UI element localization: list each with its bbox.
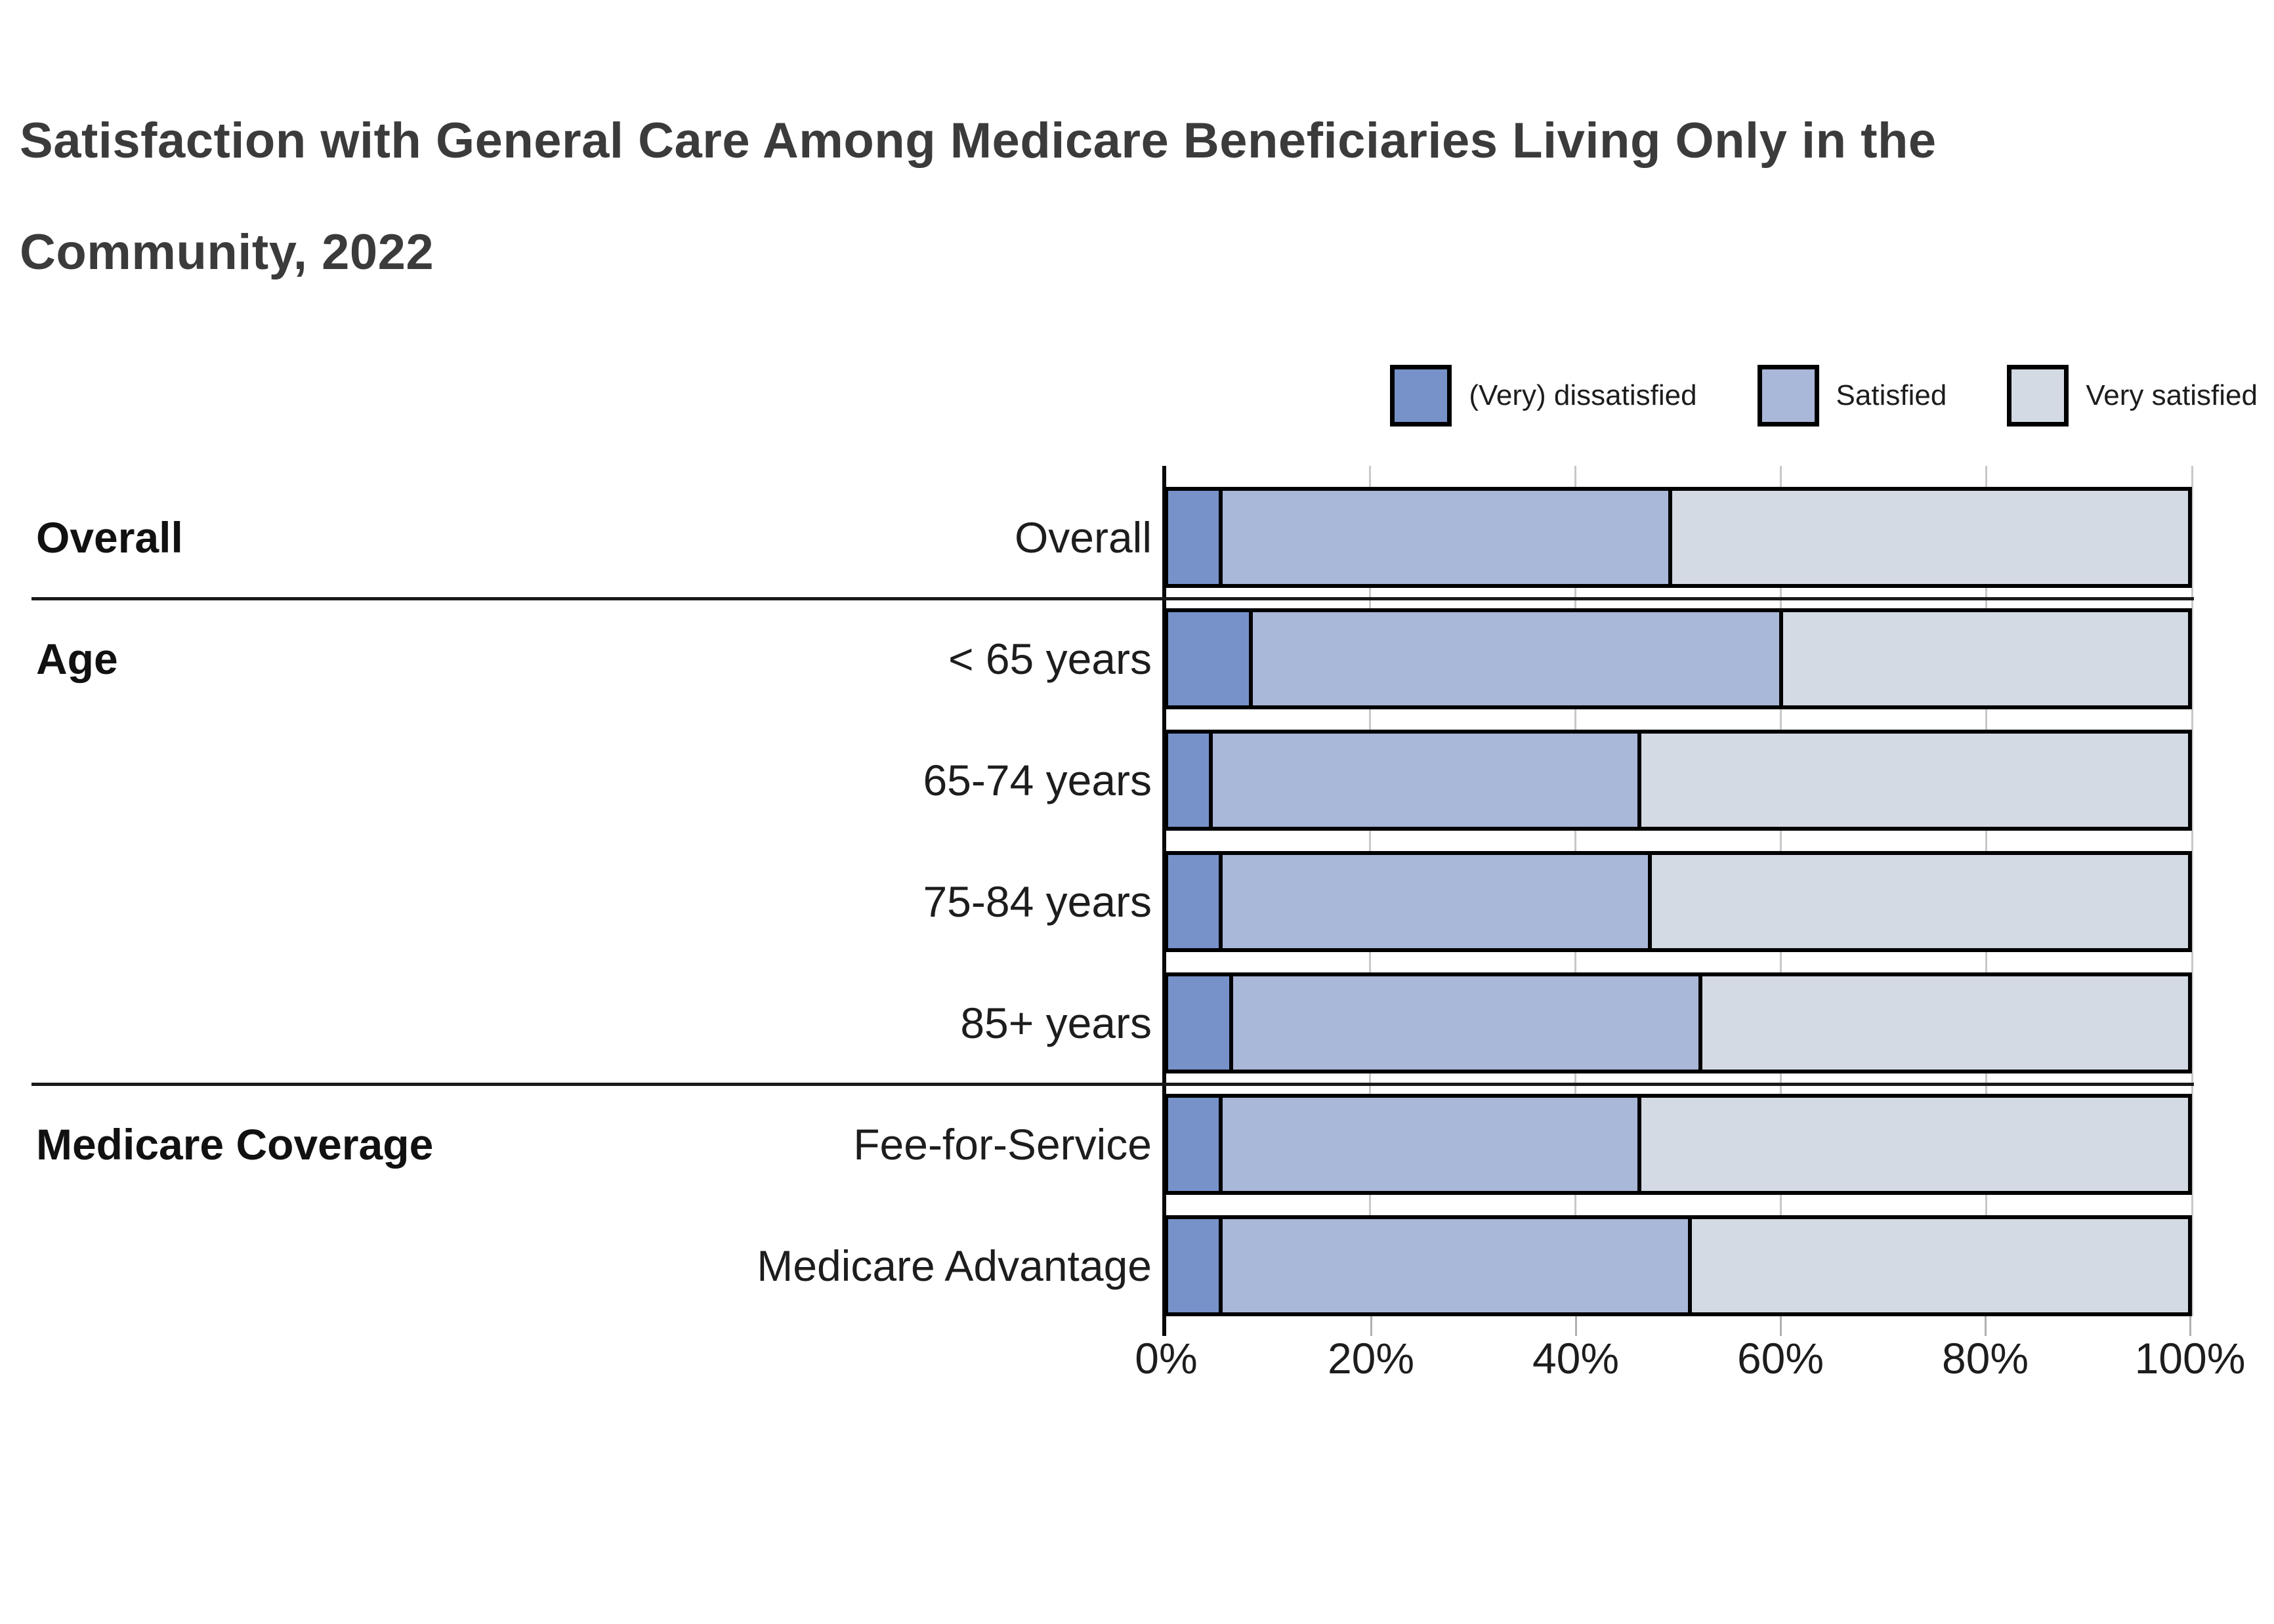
row-label: Medicare Advantage bbox=[757, 1241, 1152, 1290]
bar-overall bbox=[1164, 487, 2192, 588]
x-axis-tick-label: 20% bbox=[1327, 1334, 1415, 1383]
x-axis-tick bbox=[1574, 1316, 1577, 1336]
x-axis-tick bbox=[1779, 1316, 1782, 1336]
group-divider bbox=[32, 1083, 2194, 1086]
legend-label: Satisfied bbox=[1836, 379, 1947, 411]
x-axis-tick-label: 60% bbox=[1737, 1334, 1824, 1383]
chart-title: Satisfaction with General Care Among Med… bbox=[20, 85, 2251, 308]
chart-title-line1: Satisfaction with General Care Among Med… bbox=[20, 113, 1937, 169]
x-axis-tick-label: 100% bbox=[2134, 1334, 2246, 1383]
legend-swatch-icon bbox=[1757, 365, 1819, 427]
legend-label: (Very) dissatisfied bbox=[1469, 379, 1697, 411]
row-label: Fee-for-Service bbox=[853, 1120, 1152, 1169]
row-label: 85+ years bbox=[960, 999, 1152, 1047]
legend-swatch-icon bbox=[1390, 365, 1452, 427]
x-axis-tick-label: 0% bbox=[1135, 1334, 1198, 1383]
bar-65-74-years bbox=[1164, 730, 2192, 831]
bar-segment-satisfied bbox=[1219, 855, 1648, 948]
bar-segment-very-satisfied bbox=[1637, 734, 2189, 827]
bar--65-years bbox=[1164, 608, 2192, 709]
bar-segment-satisfied bbox=[1219, 491, 1668, 584]
plot-area bbox=[1164, 466, 2193, 1316]
bar-segment-satisfied bbox=[1249, 612, 1780, 705]
bar-segment--very-dissatisfied bbox=[1168, 855, 1219, 948]
bar-segment-very-satisfied bbox=[1688, 1219, 2188, 1312]
bar-segment--very-dissatisfied bbox=[1168, 491, 1219, 584]
legend-item-3: Very satisfied bbox=[2007, 365, 2258, 427]
bar-segment--very-dissatisfied bbox=[1168, 1219, 1219, 1312]
chart-title-line2: Community, 2022 bbox=[20, 224, 434, 280]
x-axis-tick bbox=[2189, 1316, 2191, 1336]
group-label-age: Age bbox=[36, 635, 118, 683]
group-label-overall: Overall bbox=[36, 513, 183, 562]
group-divider bbox=[32, 597, 2194, 600]
x-axis-tick-label: 40% bbox=[1532, 1334, 1620, 1383]
group-label-medicare-coverage: Medicare Coverage bbox=[36, 1120, 434, 1169]
bar-segment--very-dissatisfied bbox=[1168, 1098, 1219, 1191]
bar-medicare-advantage bbox=[1164, 1215, 2192, 1316]
x-axis-tick bbox=[1984, 1316, 1987, 1336]
bar-segment-very-satisfied bbox=[1779, 612, 2188, 705]
bar-segment-satisfied bbox=[1208, 734, 1638, 827]
x-axis-tick-label: 80% bbox=[1941, 1334, 2029, 1383]
legend: (Very) dissatisfied Satisfied Very satisfi… bbox=[1390, 364, 2258, 427]
bar-segment--very-dissatisfied bbox=[1168, 734, 1209, 827]
row-label: 75-84 years bbox=[923, 877, 1152, 926]
legend-item-1: (Very) dissatisfied bbox=[1390, 365, 1697, 427]
bar-75-84-years bbox=[1164, 851, 2192, 952]
row-label: Overall bbox=[1014, 513, 1152, 562]
bar-segment-satisfied bbox=[1219, 1219, 1689, 1312]
bar-segment-very-satisfied bbox=[1698, 976, 2188, 1070]
bar-segment-very-satisfied bbox=[1668, 491, 2188, 584]
bar-segment--very-dissatisfied bbox=[1168, 976, 1229, 1070]
gridline-100 bbox=[2191, 466, 2193, 1316]
row-label: 65-74 years bbox=[923, 756, 1152, 804]
bar-segment-very-satisfied bbox=[1647, 855, 2188, 948]
bar-segment-very-satisfied bbox=[1637, 1098, 2188, 1191]
bar-segment--very-dissatisfied bbox=[1168, 612, 1250, 705]
x-axis-tick bbox=[1370, 1316, 1372, 1336]
legend-label: Very satisfied bbox=[2086, 379, 2258, 411]
row-label: < 65 years bbox=[948, 635, 1152, 683]
bar-85-years bbox=[1164, 972, 2192, 1073]
legend-item-2: Satisfied bbox=[1757, 365, 1947, 427]
bar-segment-satisfied bbox=[1229, 976, 1698, 1070]
bar-fee-for-service bbox=[1164, 1094, 2192, 1195]
legend-swatch-icon bbox=[2007, 365, 2069, 427]
bar-segment-satisfied bbox=[1219, 1098, 1638, 1191]
